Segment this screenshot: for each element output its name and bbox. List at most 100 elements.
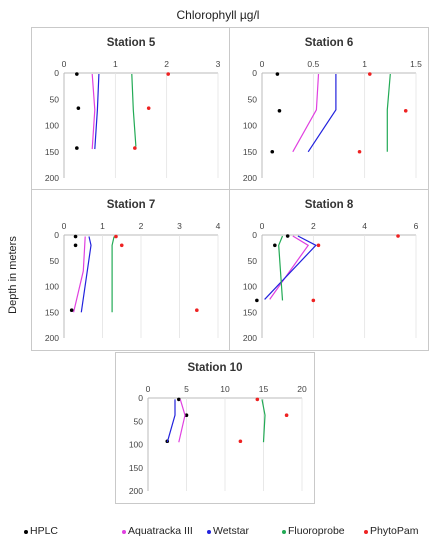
data-point-hplc [277,109,282,113]
legend-marker [122,530,126,534]
series-line-wetstar [94,73,100,150]
data-point-phytopam [195,308,199,312]
legend-item-hplc: HPLC [24,525,59,537]
x-tick-label: 2 [164,59,169,69]
series-line-wetstar [166,399,176,443]
x-tick-label: 2 [139,221,144,231]
y-tick-label: 50 [134,416,144,426]
y-tick-label: 200 [45,333,59,343]
y-tick-label: 150 [129,463,143,473]
y-tick-label: 0 [54,68,59,78]
data-point-hplc [69,308,74,312]
x-tick-label: 1 [100,221,105,231]
panel-plot: Station 7 0 1 2 3 4 0 50 100 150 200 [45,199,221,343]
legend-marker [282,530,286,534]
data-point-hplc [270,149,275,154]
series-line-fluoroprobe [386,73,391,152]
data-point-phytopam [357,149,362,154]
x-tick-label: 5 [184,384,189,394]
x-tick-label: 1.5 [410,59,422,69]
legend-item-fluoroprobe: Fluoroprobe [282,525,345,537]
panel-station-7: Station 7 0 1 2 3 4 0 50 100 150 200 [31,189,231,351]
x-tick-label: 10 [220,384,230,394]
y-tick-label: 0 [252,68,257,78]
y-tick-label: 100 [45,121,59,131]
x-tick-label: 0.5 [307,59,319,69]
panel-title: Station 5 [107,37,156,49]
y-tick-label: 150 [45,147,59,157]
data-point-hplc [275,72,280,76]
panel-station-5: Station 5 0 1 2 3 0 50 100 150 200 [31,27,231,191]
data-point-hplc [75,72,79,76]
data-point-hplc [73,234,78,239]
series-line-aquatracka-iii [73,236,86,313]
x-tick-label: 15 [259,384,269,394]
data-point-phytopam [284,413,289,418]
x-tick-label: 3 [177,221,182,231]
y-tick-label: 100 [129,440,143,450]
series-line-wetstar [80,236,92,313]
y-tick-label: 150 [243,307,257,317]
series-line-wetstar [307,74,337,153]
panel-plot: Station 8 0 2 4 6 0 50 100 150 200 [243,199,419,343]
data-point-hplc [285,234,290,238]
legend-label: Wetstar [213,525,249,537]
legend-label: Aquatracka III [128,525,193,537]
data-point-phytopam [146,106,151,110]
y-tick-label: 50 [50,94,60,104]
x-tick-label: 1 [113,59,118,69]
x-tick-label: 2 [311,221,316,231]
panel-title: Station 8 [305,199,354,211]
x-tick-label: 4 [216,221,221,231]
panel-station-10: Station 10 0 5 10 15 20 0 50 100 150 200 [115,352,315,504]
panel-plot: Station 5 0 1 2 3 0 50 100 150 200 [45,37,221,183]
panel-station-8: Station 8 0 2 4 6 0 50 100 150 200 [229,189,429,351]
series-line-fluoroprobe [278,235,284,301]
series-line-fluoroprobe [131,73,137,147]
data-point-hplc [76,106,81,110]
series-line-fluoroprobe [261,399,266,443]
data-point-hplc [273,243,277,248]
series-line-aquatracka-iii [178,399,186,443]
series-line-aquatracka-iii [91,73,96,150]
legend-item-phytopam: PhytoPam [364,525,419,537]
legend-marker [207,530,211,534]
x-tick-label: 20 [297,384,307,394]
y-tick-label: 100 [243,282,257,292]
panel-plot: Station 6 0 0.5 1 1.5 0 50 100 150 200 [243,37,422,183]
data-point-hplc [177,397,181,402]
x-tick-label: 4 [362,221,367,231]
series-line-aquatracka-iii [292,73,320,153]
data-point-phytopam [238,439,243,444]
data-point-hplc [75,146,79,150]
y-tick-label: 200 [243,333,257,343]
legend-marker [24,530,28,534]
series-line-fluoroprobe [111,236,115,313]
x-tick-label: 0 [62,59,67,69]
y-tick-label: 50 [50,256,60,266]
x-tick-label: 0 [260,59,265,69]
legend-item-aquatracka-iii: Aquatracka III [122,525,193,537]
y-tick-label: 50 [248,256,258,266]
y-tick-label: 200 [243,173,257,183]
y-tick-label: 0 [252,230,257,240]
legend-label: PhytoPam [370,525,419,537]
data-point-phytopam [311,298,316,303]
legend-marker [364,530,368,534]
data-point-phytopam [166,72,171,76]
data-point-hplc [184,413,189,418]
y-axis-label: Depth in meters [7,236,19,314]
y-tick-label: 0 [54,230,59,240]
series-line-aquatracka-iii [269,235,310,300]
data-point-phytopam [396,234,400,238]
chart-title: Chlorophyll µg/l [176,8,260,22]
panel-title: Station 7 [107,199,156,211]
x-tick-label: 0 [62,221,67,231]
y-tick-label: 100 [45,282,59,292]
data-point-phytopam [114,234,118,239]
data-point-phytopam [133,146,137,150]
x-tick-label: 0 [146,384,151,394]
legend-label: HPLC [30,525,59,537]
y-tick-label: 150 [45,307,59,317]
